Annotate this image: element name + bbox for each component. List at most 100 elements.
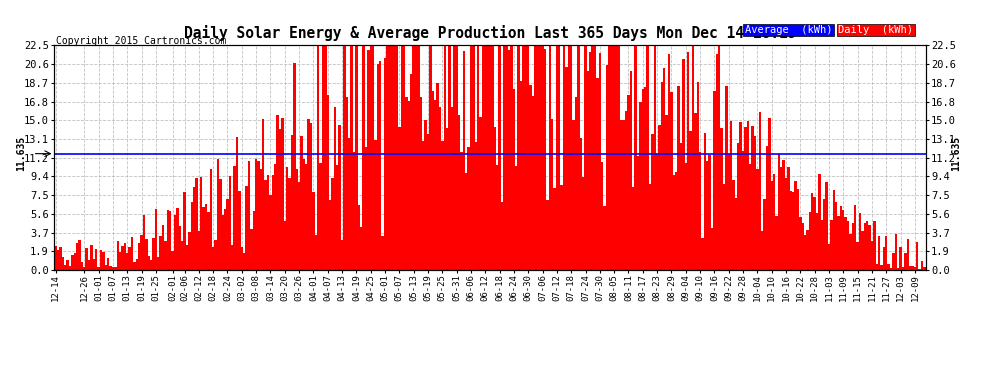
Bar xyxy=(159,236,161,270)
Bar xyxy=(193,187,195,270)
Bar xyxy=(496,165,498,270)
Bar xyxy=(763,200,765,270)
Text: Daily  (kWh): Daily (kWh) xyxy=(839,25,914,35)
Bar xyxy=(76,243,78,270)
Bar xyxy=(66,260,68,270)
Bar xyxy=(880,265,883,270)
Bar xyxy=(642,89,644,270)
Bar xyxy=(250,229,252,270)
Bar xyxy=(276,115,279,270)
Bar xyxy=(785,178,787,270)
Bar xyxy=(432,91,434,270)
Bar xyxy=(455,45,457,270)
Bar xyxy=(582,177,584,270)
Bar xyxy=(472,45,474,270)
Bar xyxy=(660,82,663,270)
Bar xyxy=(386,45,389,270)
Bar xyxy=(489,45,491,270)
Bar xyxy=(405,97,408,270)
Bar xyxy=(623,120,625,270)
Bar xyxy=(352,152,355,270)
Bar xyxy=(697,82,699,270)
Bar xyxy=(393,45,396,270)
Bar xyxy=(169,210,171,270)
Bar xyxy=(281,118,283,270)
Bar xyxy=(286,167,288,270)
Bar xyxy=(579,138,582,270)
Bar xyxy=(453,45,455,270)
Bar xyxy=(608,45,611,270)
Bar xyxy=(210,169,212,270)
Bar xyxy=(114,267,117,270)
Bar xyxy=(59,248,61,270)
Bar xyxy=(846,221,849,270)
Bar xyxy=(899,248,902,270)
Bar xyxy=(300,136,303,270)
Bar xyxy=(792,192,794,270)
Bar xyxy=(310,123,312,270)
Bar xyxy=(176,209,178,270)
Bar xyxy=(95,249,97,270)
Bar xyxy=(396,45,398,270)
Bar xyxy=(198,231,200,270)
Bar xyxy=(239,191,241,270)
Bar xyxy=(269,195,271,270)
Bar xyxy=(761,231,763,270)
Bar xyxy=(670,92,672,270)
Bar xyxy=(381,236,384,270)
Bar xyxy=(64,265,66,270)
Bar xyxy=(828,244,831,270)
Bar xyxy=(259,169,262,270)
Bar xyxy=(740,122,742,270)
Bar xyxy=(465,173,467,270)
Bar xyxy=(885,236,887,270)
Bar xyxy=(205,204,207,270)
Bar xyxy=(498,45,501,270)
Bar xyxy=(749,164,751,270)
Bar xyxy=(790,191,792,270)
Bar xyxy=(217,159,219,270)
Bar xyxy=(687,52,689,270)
Bar xyxy=(570,45,572,270)
Bar xyxy=(680,143,682,270)
Bar xyxy=(838,216,840,270)
Bar xyxy=(723,184,725,270)
Bar xyxy=(491,45,494,270)
Bar xyxy=(324,45,327,270)
Bar xyxy=(773,174,775,270)
Bar xyxy=(178,226,181,270)
Bar xyxy=(470,45,472,270)
Bar xyxy=(131,237,134,270)
Bar xyxy=(565,66,567,270)
Bar xyxy=(628,94,630,270)
Bar xyxy=(305,164,308,270)
Bar xyxy=(525,45,527,270)
Bar xyxy=(816,213,819,270)
Bar xyxy=(248,161,250,270)
Bar xyxy=(420,97,422,270)
Bar xyxy=(229,176,231,270)
Bar xyxy=(355,45,357,270)
Bar xyxy=(780,167,782,270)
Bar xyxy=(835,202,838,270)
Bar xyxy=(78,240,81,270)
Bar xyxy=(255,159,257,270)
Bar xyxy=(457,115,460,270)
Bar xyxy=(819,174,821,270)
Bar xyxy=(914,267,916,270)
Bar xyxy=(157,256,159,270)
Bar xyxy=(644,87,646,270)
Bar xyxy=(735,198,738,270)
Bar xyxy=(537,45,539,270)
Bar xyxy=(134,262,136,270)
Bar xyxy=(296,168,298,270)
Bar xyxy=(546,200,548,270)
Bar xyxy=(112,267,114,270)
Bar xyxy=(675,172,677,270)
Bar xyxy=(339,126,341,270)
Bar xyxy=(640,102,642,270)
Text: 11.635: 11.635 xyxy=(17,136,27,171)
Bar xyxy=(336,165,339,270)
Bar xyxy=(143,215,146,270)
Bar xyxy=(861,231,863,270)
